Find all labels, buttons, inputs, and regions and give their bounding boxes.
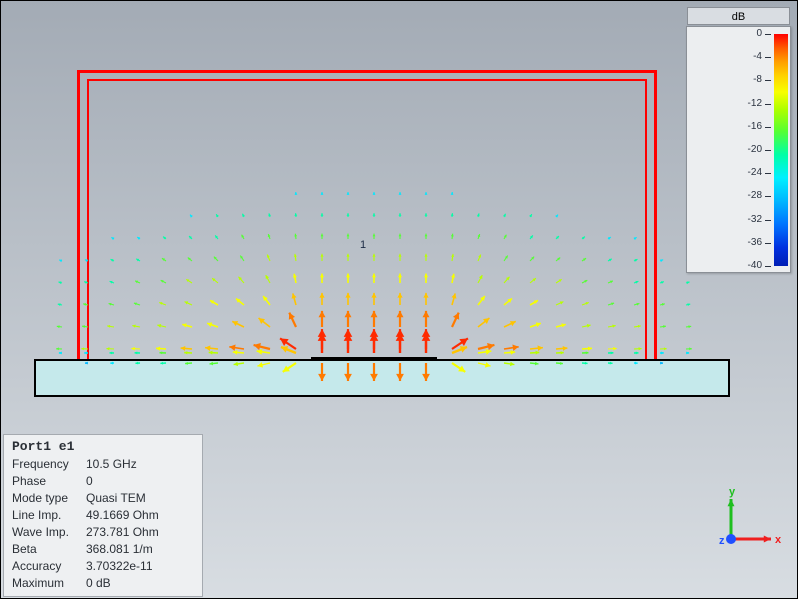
colorbar-tick: -40 bbox=[748, 260, 762, 271]
mode-info-value: 368.081 1/m bbox=[86, 541, 194, 558]
mode-info-panel: Port1 e1 Frequency10.5 GHzPhase0Mode typ… bbox=[3, 434, 203, 597]
colorbar-tick: -24 bbox=[748, 167, 762, 178]
mode-info-label: Mode type bbox=[12, 490, 86, 507]
mode-info-value: 0 bbox=[86, 473, 194, 490]
mode-info-row: Maximum0 dB bbox=[12, 575, 194, 592]
mode-info-label: Frequency bbox=[12, 456, 86, 473]
mode-info-row: Frequency10.5 GHz bbox=[12, 456, 194, 473]
port-number-label: 1 bbox=[360, 239, 366, 251]
substrate bbox=[34, 359, 730, 397]
mode-info-label: Phase bbox=[12, 473, 86, 490]
mode-info-row: Accuracy3.70322e-11 bbox=[12, 558, 194, 575]
mode-info-title: Port1 e1 bbox=[12, 439, 194, 454]
mode-info-label: Beta bbox=[12, 541, 86, 558]
mode-info-label: Maximum bbox=[12, 575, 86, 592]
mode-info-label: Line Imp. bbox=[12, 507, 86, 524]
simulation-viewport[interactable]: 1 dB 0 -4 -8 -12 -16 -20 -24 -28 -32 -36 -40 Port1… bbox=[0, 0, 798, 599]
mode-info-value: Quasi TEM bbox=[86, 490, 194, 507]
mode-info-row: Mode typeQuasi TEM bbox=[12, 490, 194, 507]
mode-info-label: Wave Imp. bbox=[12, 524, 86, 541]
colorbar-tick: -8 bbox=[753, 74, 762, 85]
mode-info-value: 3.70322e-11 bbox=[86, 558, 194, 575]
colorbar-gradient bbox=[774, 34, 788, 266]
colorbar-tick: 0 bbox=[756, 28, 762, 39]
mode-info-row: Phase0 bbox=[12, 473, 194, 490]
colorbar-title: dB bbox=[687, 7, 790, 25]
mode-info-value: 10.5 GHz bbox=[86, 456, 194, 473]
colorbar-tick: -16 bbox=[748, 121, 762, 132]
svg-text:y: y bbox=[729, 486, 736, 498]
colorbar-tick: -32 bbox=[748, 214, 762, 225]
colorbar-tick: -20 bbox=[748, 144, 762, 155]
mode-info-row: Wave Imp.273.781 Ohm bbox=[12, 524, 194, 541]
colorbar-tick: -28 bbox=[748, 190, 762, 201]
mode-info-row: Beta368.081 1/m bbox=[12, 541, 194, 558]
colorbar-tick: -4 bbox=[753, 51, 762, 62]
axis-triad[interactable]: xyz bbox=[721, 495, 775, 549]
colorbar-tick: -36 bbox=[748, 237, 762, 248]
colorbar-tick: -12 bbox=[748, 98, 762, 109]
svg-text:x: x bbox=[775, 534, 782, 546]
port-boundary-inner bbox=[87, 79, 647, 385]
colorbar-tick-labels: 0-4-8-12-16-20-24-28-32-36-40 bbox=[690, 34, 762, 266]
mode-info-value: 273.781 Ohm bbox=[86, 524, 194, 541]
colorbar-panel: dB 0-4-8-12-16-20-24-28-32-36-40 bbox=[686, 26, 791, 273]
mode-info-row: Line Imp.49.1669 Ohm bbox=[12, 507, 194, 524]
mode-info-value: 49.1669 Ohm bbox=[86, 507, 194, 524]
microstrip-line bbox=[311, 357, 437, 361]
mode-info-label: Accuracy bbox=[12, 558, 86, 575]
mode-info-value: 0 dB bbox=[86, 575, 194, 592]
svg-text:z: z bbox=[719, 535, 725, 547]
